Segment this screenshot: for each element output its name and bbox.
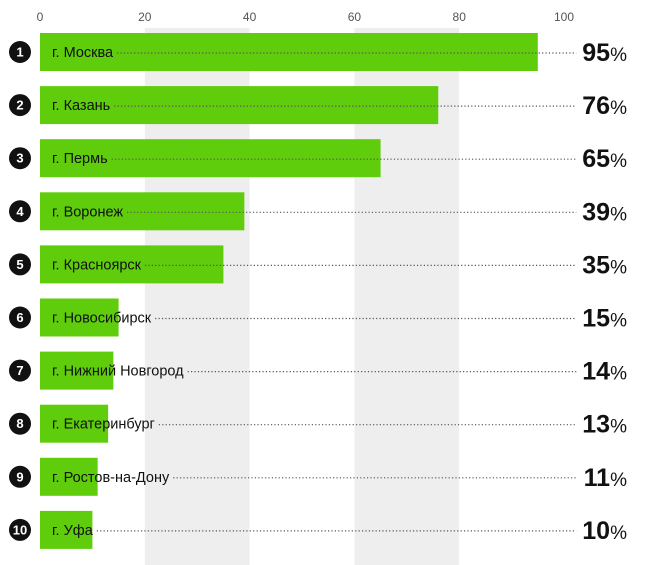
value-number: 11 [584, 464, 611, 492]
rank-number: 1 [16, 45, 23, 60]
grid-band [459, 28, 564, 565]
category-label: г. Красноярск [52, 257, 142, 273]
rank-number: 4 [16, 204, 24, 219]
bar [40, 139, 381, 178]
rank-badge [9, 465, 31, 488]
value-label: 95% [582, 39, 627, 67]
bar [40, 33, 538, 71]
bar [40, 351, 114, 390]
bar-row: 8 г. Екатеринбург 13% [9, 404, 627, 443]
rank-badge [9, 253, 31, 276]
x-tick-label: 60 [348, 10, 362, 24]
rank-number: 9 [16, 469, 23, 484]
rank-badge [9, 306, 31, 329]
bar-row: 5 г. Красноярск 35% [9, 245, 627, 284]
rank-number: 5 [16, 257, 23, 272]
value-label: 13% [582, 411, 627, 439]
value-label: 15% [582, 305, 627, 333]
bar [40, 298, 119, 337]
value-number: 65 [582, 145, 610, 173]
bar [40, 245, 224, 284]
category-label: г. Воронеж [52, 204, 123, 220]
x-tick-label: 80 [453, 10, 467, 24]
bar [40, 404, 109, 443]
category-label: г. Уфа [52, 523, 94, 539]
value-label: 76% [582, 92, 627, 120]
rank-badge [9, 147, 31, 170]
bar-row: 10 г. Уфа 10% [9, 510, 627, 549]
value-unit: % [610, 311, 627, 332]
bar [40, 457, 98, 496]
category-label: г. Москва [52, 45, 114, 61]
value-label: 65% [582, 145, 627, 173]
category-label: г. Новосибирск [52, 311, 152, 327]
value-number: 35 [582, 251, 610, 279]
x-axis-ticks: 0 20 40 60 80 100 [37, 10, 575, 24]
value-unit: % [610, 364, 627, 385]
category-label: г. Ростов-на-Дону [52, 470, 170, 486]
value-number: 95 [582, 39, 610, 67]
bar-rows: 1 г. Москва 95%2 г. Казань 76%3 г. Пермь 65%4 г… [9, 33, 627, 549]
value-unit: % [610, 151, 627, 172]
value-label: 35% [582, 251, 627, 279]
rank-number: 10 [13, 522, 27, 537]
rank-number: 6 [16, 310, 23, 325]
value-number: 39 [582, 198, 610, 226]
bar-row: 6 г. Новосибирск 15% [9, 298, 627, 337]
rank-number: 8 [16, 416, 23, 431]
rank-badge [9, 359, 31, 382]
value-number: 15 [582, 305, 610, 333]
bar-row: 4 г. Воронеж 39% [9, 192, 627, 231]
rank-badge [9, 41, 31, 63]
rank-number: 2 [16, 98, 23, 113]
value-number: 10 [582, 517, 610, 545]
value-unit: % [610, 204, 627, 225]
value-label: 14% [582, 358, 627, 386]
value-unit: % [610, 98, 627, 119]
bar-row: 1 г. Москва 95% [9, 33, 627, 71]
value-unit: % [610, 45, 627, 66]
bar [40, 510, 93, 549]
bar-row: 7 г. Нижний Новгород 14% [9, 351, 627, 390]
bar [40, 86, 439, 125]
bar-row: 2 г. Казань 76% [9, 86, 627, 125]
x-tick-label: 20 [138, 10, 152, 24]
category-label: г. Пермь [52, 151, 108, 167]
category-label: г. Екатеринбург [52, 417, 155, 433]
x-tick-label: 100 [554, 10, 574, 24]
value-unit: % [610, 523, 627, 544]
x-tick-label: 40 [243, 10, 257, 24]
rank-badge [9, 94, 31, 117]
bar [40, 192, 245, 231]
value-label: 39% [582, 198, 627, 226]
value-label: 10% [582, 517, 627, 545]
value-unit: % [610, 417, 627, 438]
rank-number: 3 [16, 151, 23, 166]
rank-badge [9, 412, 31, 435]
rank-badge [9, 518, 31, 541]
x-tick-label: 0 [37, 10, 44, 24]
value-number: 13 [582, 411, 610, 439]
category-label: г. Казань [52, 98, 110, 114]
value-number: 76 [582, 92, 610, 120]
rank-number: 7 [16, 363, 23, 378]
value-number: 14 [582, 358, 610, 386]
category-label: г. Нижний Новгород [52, 364, 184, 380]
bar-row: 9 г. Ростов-на-Дону 11% [9, 457, 627, 496]
rank-badge [9, 200, 31, 223]
bar-row: 3 г. Пермь 65% [9, 139, 627, 178]
value-label: 11% [584, 464, 627, 492]
value-unit: % [610, 257, 627, 278]
value-unit: % [610, 470, 627, 491]
